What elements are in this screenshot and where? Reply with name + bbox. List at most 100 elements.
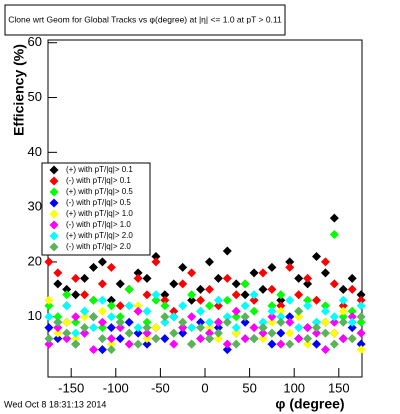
point [276,306,286,316]
legend-label: (-) with pT/|q|> 2.0 [66,242,131,251]
point [347,317,357,327]
point [231,323,241,333]
y-tick-label: 10 [28,308,42,323]
point [213,317,223,327]
point [106,262,116,272]
point [187,290,197,300]
point [231,312,241,322]
point [329,317,339,327]
point [71,339,81,349]
title-box [4,4,286,36]
point [178,301,188,311]
point [151,290,161,300]
point [240,301,250,311]
point [97,345,107,355]
point [338,284,348,294]
point [142,317,152,327]
point [258,317,268,327]
point [44,323,54,333]
point [106,295,116,305]
point [267,284,277,294]
legend-label: (+) with pT/|q|> 1.0 [66,209,133,218]
point [115,317,125,327]
point [258,328,268,338]
point [160,312,170,322]
point [276,312,286,322]
point [53,323,63,333]
point [249,334,259,344]
point [240,279,250,289]
point [356,345,366,355]
point [196,323,206,333]
point [142,273,152,283]
point [338,334,348,344]
point [115,301,125,311]
point [303,339,313,349]
point [88,345,98,355]
point [285,317,295,327]
point [44,312,54,322]
point [187,268,197,278]
point [53,334,63,344]
point [133,273,143,283]
point [151,323,161,333]
point [204,334,214,344]
point [285,295,295,305]
point [151,295,161,305]
point [347,334,357,344]
point [88,323,98,333]
legend-marker [49,176,59,186]
point [303,295,313,305]
point [196,295,206,305]
point [169,279,179,289]
point [258,323,268,333]
point [53,312,63,322]
point [196,317,206,327]
point [169,306,179,316]
point [106,323,116,333]
point [320,268,330,278]
point [88,295,98,305]
point [106,312,116,322]
point [44,334,54,344]
point [294,306,304,316]
point [267,328,277,338]
point [347,284,357,294]
point [213,273,223,283]
point [222,317,232,327]
point [97,295,107,305]
legend-label: (+) with pT/|q|> 0.1 [66,165,133,174]
point [187,295,197,305]
point [80,273,90,283]
point [231,306,241,316]
point [294,334,304,344]
point [347,306,357,316]
y-tick-label: 50 [28,89,42,104]
point [44,295,54,305]
point [338,317,348,327]
point [169,328,179,338]
point [303,279,313,289]
point [329,312,339,322]
point [178,279,188,289]
point [196,334,206,344]
point [222,295,232,305]
point [356,295,366,305]
legend-label: (-) with pT/|q|> 1.0 [66,220,131,229]
point [276,328,286,338]
point [267,317,277,327]
point [356,312,366,322]
point [88,312,98,322]
point [62,290,72,300]
point [276,290,286,300]
point [124,339,134,349]
point [80,328,90,338]
point [356,328,366,338]
point [338,295,348,305]
point [169,339,179,349]
point [44,301,54,311]
point [303,334,313,344]
point [213,295,223,305]
point [338,306,348,316]
point [204,257,214,267]
